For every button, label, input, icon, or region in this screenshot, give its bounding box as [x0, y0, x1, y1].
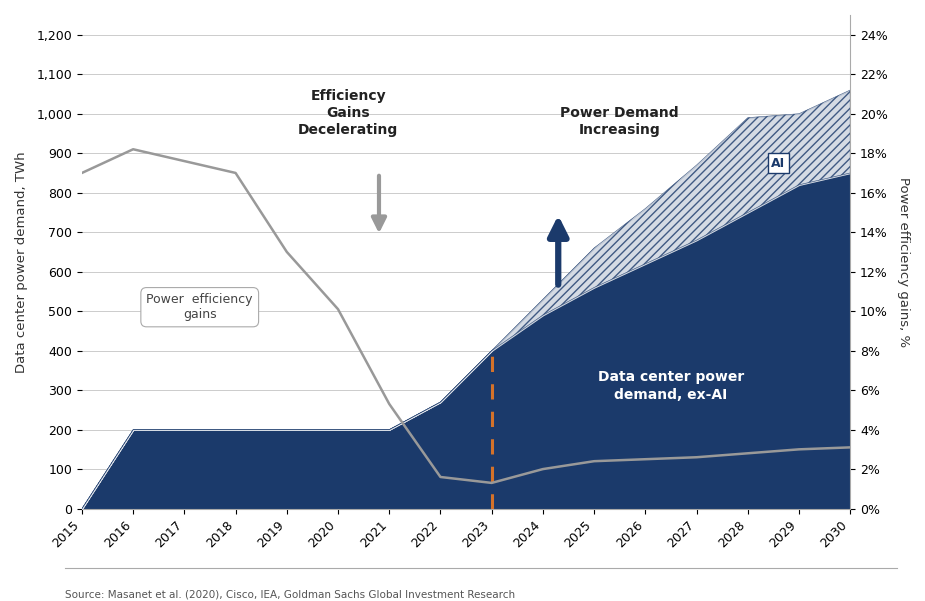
Text: Efficiency
Gains
Decelerating: Efficiency Gains Decelerating — [298, 89, 399, 138]
Text: AI: AI — [771, 157, 785, 169]
Text: Power Demand
Increasing: Power Demand Increasing — [561, 106, 679, 138]
Text: Power  efficiency
gains: Power efficiency gains — [146, 293, 253, 321]
Y-axis label: Data center power demand, TWh: Data center power demand, TWh — [15, 151, 28, 373]
Y-axis label: Power efficiency gains, %: Power efficiency gains, % — [897, 177, 910, 347]
Text: Source: Masanet et al. (2020), Cisco, IEA, Goldman Sachs Global Investment Resea: Source: Masanet et al. (2020), Cisco, IE… — [65, 590, 515, 600]
Text: Data center power
demand, ex-AI: Data center power demand, ex-AI — [598, 370, 744, 402]
